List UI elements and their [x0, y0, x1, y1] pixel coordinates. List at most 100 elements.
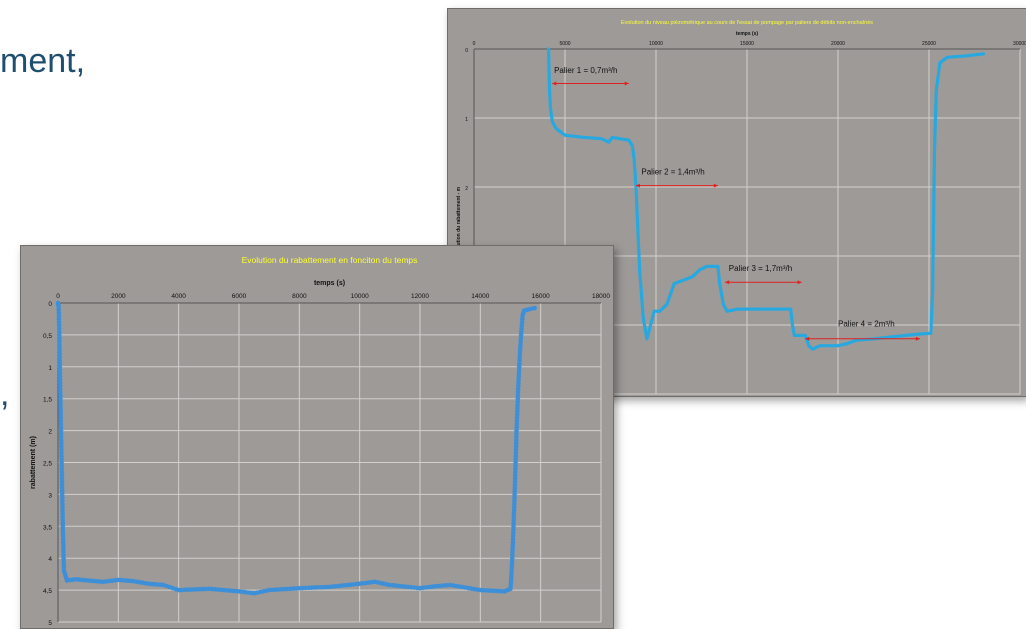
- data-point: [57, 386, 63, 392]
- data-point: [57, 377, 63, 382]
- data-point: [57, 342, 62, 347]
- palier-label: Palier 3 = 1,7m³/h: [729, 264, 792, 273]
- data-point: [510, 540, 516, 545]
- palier-arrowhead-right: [797, 280, 802, 285]
- y-tick-label: 4,5: [43, 588, 52, 595]
- data-point: [58, 402, 63, 408]
- data-point: [513, 460, 518, 465]
- data-point: [513, 466, 518, 472]
- data-point: [57, 370, 63, 376]
- data-point: [57, 354, 62, 360]
- data-point: [511, 504, 517, 510]
- data-point: [514, 431, 519, 437]
- data-point: [57, 329, 62, 334]
- data-point: [513, 469, 518, 475]
- x-tick-label: 25000: [922, 41, 936, 47]
- data-point: [57, 361, 63, 366]
- data-point: [512, 485, 518, 491]
- data-point: [59, 463, 64, 468]
- data-point: [56, 313, 62, 319]
- x-tick-label: 0: [56, 293, 60, 300]
- data-point: [511, 524, 516, 529]
- data-point: [60, 495, 65, 500]
- y-tick-label: 4: [48, 556, 52, 563]
- data-point: [60, 517, 65, 523]
- data-point: [511, 508, 517, 513]
- data-point: [511, 517, 516, 523]
- data-point: [510, 536, 516, 542]
- x-tick-label: 5000: [559, 41, 570, 47]
- data-point: [60, 527, 66, 532]
- x-tick-label: 6000: [232, 293, 247, 300]
- data-point: [57, 367, 63, 373]
- x-tick-label: 30000: [1013, 41, 1026, 47]
- data-point: [60, 504, 65, 510]
- data-point: [59, 473, 65, 478]
- data-point: [512, 482, 518, 488]
- data-point: [56, 307, 61, 312]
- x-tick-label: 14000: [471, 293, 489, 300]
- x-tick-label: 16000: [532, 293, 550, 300]
- data-point: [58, 399, 63, 405]
- data-point: [516, 380, 521, 386]
- data-point: [57, 374, 63, 379]
- palier-arrowhead-right: [624, 81, 629, 86]
- data-point: [510, 555, 515, 561]
- x-tick-label: 2000: [111, 293, 126, 300]
- palier-arrowhead-right: [915, 336, 920, 341]
- x-tick-label: 12000: [411, 293, 429, 300]
- x-tick-label: 10000: [351, 293, 369, 300]
- data-point: [59, 492, 65, 497]
- data-point: [61, 546, 66, 551]
- data-point: [513, 463, 518, 468]
- data-point: [510, 552, 515, 558]
- data-point: [57, 383, 63, 389]
- data-point: [512, 473, 518, 478]
- data-point: [57, 351, 62, 357]
- data-point: [58, 396, 63, 401]
- data-point: [61, 543, 66, 548]
- palier-arrowhead-left: [552, 81, 557, 86]
- data-point: [60, 520, 66, 526]
- y-tick-label: 2: [465, 186, 468, 192]
- data-point: [58, 412, 63, 417]
- data-point: [60, 514, 65, 519]
- data-point: [59, 447, 64, 452]
- data-point: [56, 310, 62, 315]
- x-tick-label: 10000: [649, 41, 663, 47]
- data-point: [59, 488, 65, 494]
- data-point: [59, 460, 64, 465]
- data-point: [59, 469, 65, 475]
- data-point: [513, 450, 519, 456]
- data-point: [982, 52, 986, 56]
- chart-title: Evolution du niveau piézométrique au cou…: [621, 20, 873, 26]
- data-point: [57, 364, 63, 370]
- data-point: [60, 533, 66, 539]
- data-point: [509, 562, 515, 567]
- data-point: [515, 409, 520, 414]
- y-tick-label: 3,5: [43, 524, 52, 531]
- data-point: [59, 466, 64, 472]
- data-point: [58, 393, 63, 398]
- data-point: [514, 418, 520, 424]
- data-point: [511, 520, 516, 526]
- x-tick-label: 20000: [831, 41, 845, 47]
- data-point: [511, 530, 516, 535]
- data-point: [56, 303, 61, 309]
- data-point: [58, 406, 63, 411]
- y-tick-label: 0: [465, 48, 468, 54]
- y-tick-label: 0,5: [43, 333, 52, 340]
- data-point: [511, 527, 516, 532]
- palier-arrowhead-left: [725, 280, 730, 285]
- data-point: [58, 415, 64, 421]
- data-point: [57, 358, 62, 363]
- data-point: [59, 441, 64, 446]
- data-point: [61, 565, 67, 571]
- data-point: [513, 441, 519, 446]
- data-point: [514, 421, 520, 427]
- data-point: [60, 511, 65, 516]
- data-point: [58, 425, 64, 430]
- data-point: [58, 431, 64, 437]
- data-point: [58, 428, 64, 433]
- data-point: [58, 418, 64, 424]
